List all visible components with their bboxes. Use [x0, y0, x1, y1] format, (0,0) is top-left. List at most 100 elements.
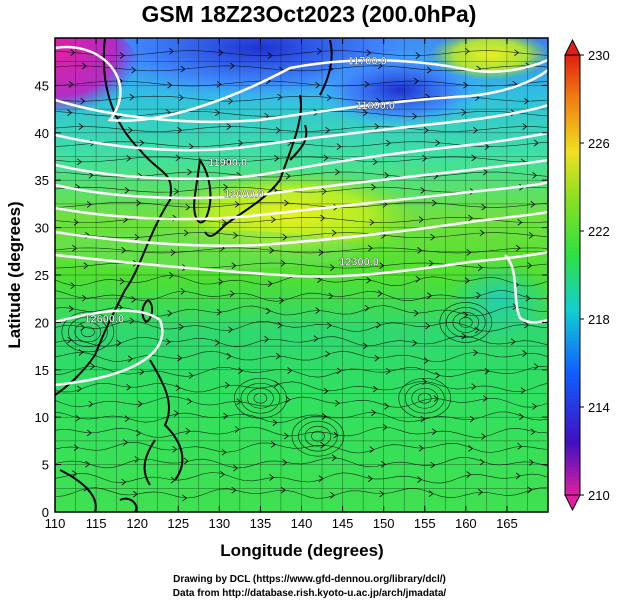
streamline-arrow — [137, 400, 143, 408]
coastline-philippines — [143, 359, 184, 486]
streamline-arrow — [326, 94, 332, 102]
streamline-arrow — [178, 323, 184, 331]
streamline-arrow — [364, 304, 370, 312]
height-contour — [55, 103, 548, 152]
streamline-arrow — [476, 292, 482, 299]
streamline-arrow — [167, 81, 173, 89]
streamline-arrow — [413, 309, 419, 317]
streamline-arrow — [218, 49, 224, 56]
streamline-arrow — [384, 402, 390, 410]
streamline-arrow — [226, 123, 232, 130]
streamline-arrow — [530, 200, 536, 208]
streamline-arrow — [330, 264, 336, 271]
colorbar-tick-label: 214 — [588, 400, 610, 415]
streamline-arrow — [233, 232, 239, 239]
streamline-arrow — [417, 247, 423, 254]
streamline-arrow — [118, 304, 124, 311]
credit-data-source: Data from http://database.rish.kyoto-u.a… — [172, 588, 447, 599]
streamline-arrow — [533, 139, 539, 147]
streamline-arrow — [423, 126, 429, 134]
streamline-arrow — [325, 350, 331, 358]
streamline-arrow — [177, 126, 183, 134]
streamline-arrow — [336, 367, 342, 375]
height-contour — [55, 180, 548, 221]
streamline-arrow — [386, 139, 391, 147]
streamline-arrow — [264, 335, 270, 343]
credit-drawing: Drawing by DCL (https://www.gfd-dennou.o… — [173, 574, 446, 585]
streamline-arrow — [70, 282, 76, 289]
streamline-arrow — [413, 77, 419, 85]
streamline-arrow — [119, 278, 125, 285]
streamline-arrow — [139, 139, 145, 147]
streamline-arrow — [172, 446, 178, 453]
streamline-arrow — [524, 97, 529, 105]
streamline-arrow — [384, 172, 390, 179]
streamline-arrow — [515, 244, 521, 252]
streamline-arrow — [367, 244, 373, 252]
streamline-arrow — [272, 419, 278, 426]
streamline-arrow — [216, 81, 222, 88]
streamline-arrow — [318, 249, 324, 256]
streamline-arrow — [510, 338, 516, 346]
streamline-arrow — [326, 322, 332, 329]
streamline-arrow — [527, 262, 533, 269]
streamline-arrow — [129, 317, 135, 325]
height-contours — [55, 45, 548, 387]
streamline-arrow — [277, 93, 283, 101]
streamline-arrow — [124, 186, 130, 194]
streamline-arrow — [234, 426, 240, 433]
streamline-arrow — [136, 429, 142, 437]
streamline-arrow — [282, 233, 288, 241]
streamline-arrow — [415, 275, 421, 283]
streamline-arrow — [68, 81, 74, 88]
map-title: GSM 18Z23Oct2023 (200.0hPa) — [142, 1, 477, 27]
streamline-arrow — [321, 188, 327, 195]
x-tick-label: 145 — [332, 516, 354, 531]
streamline-arrow — [323, 387, 329, 395]
streamline-arrow — [417, 476, 423, 483]
colorbar-min-arrow — [564, 494, 581, 512]
colorbar-max-arrow — [564, 38, 581, 56]
streamline-arrow — [377, 62, 383, 70]
streamline-arrow — [267, 52, 273, 59]
streamline-arrow — [527, 486, 533, 494]
streamline-arrow — [175, 154, 181, 162]
streamline-arrow — [131, 66, 137, 74]
streamline-arrow — [517, 443, 523, 450]
streamline-arrow — [323, 154, 329, 162]
streamline-arrow — [463, 311, 469, 319]
streamline-eddy — [81, 326, 95, 338]
x-axis-ticks: 110 115 120 125 130 135 140 145 150 155 160 165 — [45, 38, 518, 531]
streamline-arrow — [277, 321, 283, 329]
streamline-arrow — [372, 158, 378, 166]
streamline-arrow — [520, 387, 526, 395]
streamline-arrow — [369, 446, 375, 453]
colorbar-bar — [564, 54, 581, 496]
streamline-arrow — [415, 52, 421, 59]
streamline-arrow — [522, 350, 528, 357]
streamline-arrow — [366, 49, 372, 57]
streamline-arrow — [479, 458, 485, 466]
streamline-arrow — [432, 199, 437, 207]
height-contour — [55, 131, 548, 181]
contour-label: 11900.0 — [208, 157, 247, 169]
streamline-arrow — [316, 47, 322, 55]
streamline-arrow — [88, 171, 94, 179]
streamline-arrow — [430, 461, 436, 469]
streamline-arrow — [77, 158, 82, 166]
streamline-arrow — [81, 294, 87, 302]
streamline-arrow — [267, 280, 273, 288]
streamline-eddy — [304, 425, 332, 447]
streamline-arrow — [530, 428, 536, 436]
streamline-arrow — [228, 326, 234, 334]
streamline-arrow — [127, 126, 133, 134]
colorbar-tick-label: 210 — [588, 488, 610, 503]
colorbar-tick-label: 222 — [588, 224, 610, 239]
streamline-arrow — [269, 247, 275, 254]
x-tick-label: 115 — [86, 516, 107, 531]
streamline-arrow — [280, 259, 286, 267]
cold-region-northwest — [55, 38, 140, 115]
height-contour — [55, 158, 548, 200]
streamline-arrow — [86, 429, 92, 437]
streamline-arrow — [78, 349, 84, 356]
